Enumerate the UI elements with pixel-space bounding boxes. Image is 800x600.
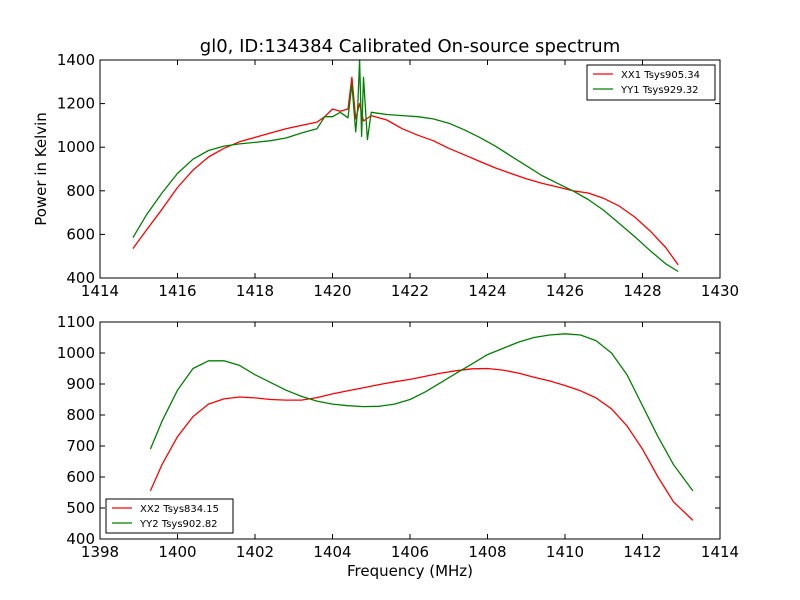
top-y-tick-label: 1000 <box>57 138 95 156</box>
bottom-x-tick-label: 1412 <box>623 543 661 561</box>
top-series-lines <box>132 59 679 273</box>
top-x-tick-label: 1418 <box>236 282 274 300</box>
top-x-tick-label: 1424 <box>468 282 506 300</box>
bottom-x-tick-label: 1410 <box>546 543 584 561</box>
bottom-y-tick-label: 600 <box>66 468 95 486</box>
top-y-tick-label: 800 <box>66 182 95 200</box>
top-legend-label-yy1: YY1 Tsys929.32 <box>620 85 699 96</box>
bottom-legend-box <box>105 498 234 534</box>
bottom-x-tick-label: 1398 <box>81 543 119 561</box>
top-x-tick-label: 1422 <box>391 282 429 300</box>
top-x-tick-label: 1416 <box>158 282 196 300</box>
bottom-legend-label-yy2: YY2 Tsys902.82 <box>139 519 218 530</box>
top-y-tick-label: 600 <box>66 225 95 243</box>
top-y-tick-label: 400 <box>66 269 95 287</box>
bottom-y-tick-label: 400 <box>66 530 95 548</box>
bottom-panel: Frequency (MHz) 1398 1400 1402 1404 1406 1408… <box>57 313 739 580</box>
top-legend: XX1 Tsys905.34 YY1 Tsys929.32 <box>586 64 716 101</box>
bottom-axis-ticks: 1398 1400 1402 1404 1406 1408 1410 1412 1414 400 5… <box>57 313 739 561</box>
top-x-tick-label: 1414 <box>81 282 119 300</box>
top-x-tick-label: 1430 <box>701 282 739 300</box>
top-x-tick-label: 1428 <box>623 282 661 300</box>
top-y-tick-label: 1400 <box>57 51 95 69</box>
top-plot-frame <box>99 59 721 279</box>
bottom-y-tick-label: 500 <box>66 499 95 517</box>
top-legend-label-xx1: XX1 Tsys905.34 <box>621 70 700 81</box>
bottom-series-line-1 <box>149 367 694 521</box>
top-x-tick-label: 1426 <box>546 282 584 300</box>
bottom-x-tick-label: 1408 <box>468 543 506 561</box>
bottom-series-lines <box>149 333 694 521</box>
top-series-line-2 <box>132 59 679 273</box>
bottom-y-tick-label: 800 <box>66 406 95 424</box>
top-y-axis-label: Power in Kelvin <box>32 112 50 226</box>
bottom-y-tick-label: 1000 <box>57 344 95 362</box>
top-series-line-1 <box>132 76 679 266</box>
bottom-y-tick-label: 700 <box>66 437 95 455</box>
chart-title: gl0, ID:134384 Calibrated On-source spec… <box>200 36 620 57</box>
top-x-tick-label: 1420 <box>313 282 351 300</box>
bottom-x-tick-label: 1414 <box>701 543 739 561</box>
bottom-x-axis-label: Frequency (MHz) <box>347 562 473 580</box>
top-legend-box <box>586 64 716 101</box>
bottom-y-tick-label: 900 <box>66 375 95 393</box>
bottom-x-tick-label: 1402 <box>236 543 274 561</box>
top-axis-ticks: 1414 1416 1418 1420 1422 1424 1426 1428 1430 400 6… <box>57 51 739 300</box>
bottom-y-tick-label: 1100 <box>57 313 95 331</box>
bottom-legend-label-xx2: XX2 Tsys834.15 <box>140 504 219 515</box>
bottom-x-tick-label: 1400 <box>158 543 196 561</box>
bottom-x-tick-label: 1404 <box>313 543 351 561</box>
bottom-x-tick-label: 1406 <box>391 543 429 561</box>
bottom-series-line-2 <box>149 333 694 492</box>
top-panel: gl0, ID:134384 Calibrated On-source spec… <box>32 36 739 300</box>
top-y-tick-label: 1200 <box>57 95 95 113</box>
bottom-plot-frame <box>99 321 721 540</box>
bottom-legend: XX2 Tsys834.15 YY2 Tsys902.82 <box>105 498 234 534</box>
